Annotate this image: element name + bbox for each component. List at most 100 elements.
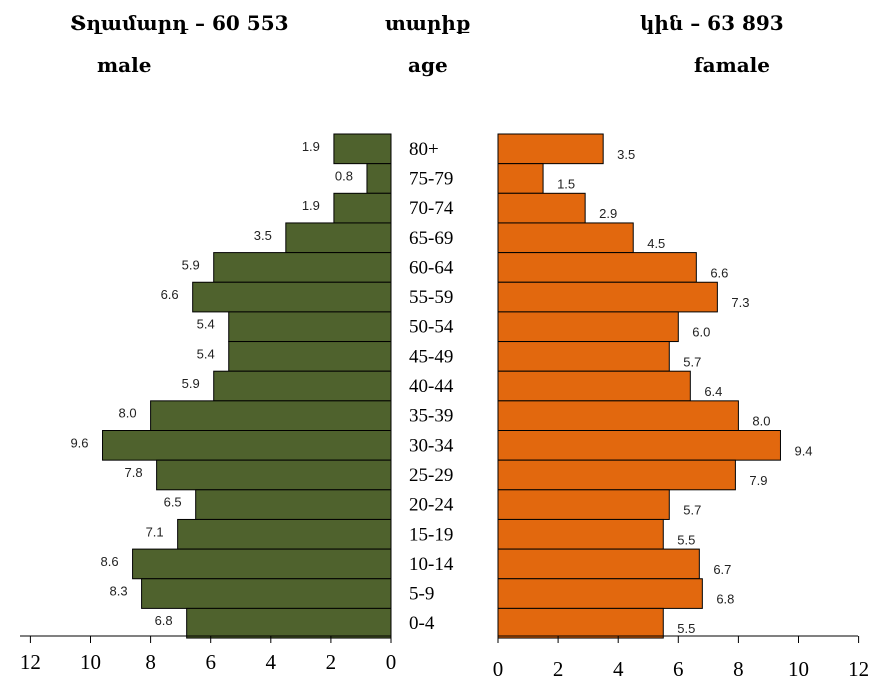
female-value-label: 4.5 [647, 236, 665, 251]
female-tick-label: 0 [493, 657, 504, 681]
male-bar [141, 578, 392, 609]
age-group-label: 45-49 [409, 346, 453, 367]
female-bar [497, 281, 718, 313]
male-bar [366, 163, 392, 194]
female-bar [497, 489, 670, 520]
male-title: Տղամարդ – 60 553 [70, 11, 289, 35]
female-value-label: 1.5 [557, 176, 575, 191]
age-group-label: 35-39 [409, 406, 453, 427]
male-value-label: 7.8 [125, 465, 143, 480]
male-value-label: 5.9 [182, 376, 200, 391]
female-bar [497, 341, 670, 372]
male-value-label: 8.0 [119, 406, 137, 421]
female-bar [497, 311, 679, 343]
female-bar [497, 518, 664, 550]
male-tick-label: 6 [205, 650, 216, 674]
male-bar [213, 252, 392, 283]
female-bar [497, 578, 703, 609]
male-value-label: 1.9 [302, 139, 320, 154]
male-tick-label: 12 [20, 650, 41, 674]
female-value-label: 7.3 [731, 295, 749, 310]
female-bar [497, 400, 739, 432]
male-label: male [97, 53, 151, 77]
female-value-label: 7.9 [749, 473, 767, 488]
female-bar [497, 370, 691, 402]
male-value-label: 6.8 [155, 613, 173, 628]
age-group-label: 30-34 [409, 435, 454, 456]
age-title: տարիք [385, 11, 471, 35]
female-bar [497, 192, 586, 224]
male-tick-label: 0 [386, 650, 397, 674]
male-value-label: 5.4 [197, 317, 215, 332]
female-bar [497, 430, 781, 461]
male-value-label: 9.6 [70, 435, 88, 450]
female-value-label: 3.5 [617, 147, 635, 162]
female-tick-label: 10 [788, 657, 809, 681]
female-bar [497, 607, 664, 639]
male-bar [213, 370, 392, 402]
age-group-label: 80+ [409, 139, 439, 160]
male-tick-label: 8 [145, 650, 156, 674]
male-value-label: 8.3 [110, 584, 128, 599]
female-title: կին – 63 893 [640, 11, 784, 35]
male-tick-label: 10 [80, 650, 101, 674]
male-bar [150, 400, 392, 432]
male-bar [186, 607, 392, 639]
female-tick-label: 4 [613, 657, 624, 681]
male-bar [228, 311, 392, 343]
male-bar [195, 489, 392, 520]
male-tick-label: 4 [266, 650, 277, 674]
female-value-label: 9.4 [794, 443, 812, 458]
female-value-label: 6.7 [713, 562, 731, 577]
female-value-label: 6.6 [710, 265, 728, 280]
male-value-label: 8.6 [100, 554, 118, 569]
female-bar [497, 252, 697, 283]
male-bar [132, 548, 392, 580]
male-value-label: 7.1 [146, 524, 164, 539]
age-label: age [408, 53, 448, 77]
female-value-label: 6.0 [692, 325, 710, 340]
age-group-label: 10-14 [409, 554, 454, 575]
male-bar [333, 192, 392, 224]
female-tick-label: 6 [673, 657, 684, 681]
male-value-label: 0.8 [335, 168, 353, 183]
male-value-label: 5.4 [197, 346, 215, 361]
age-group-label: 40-44 [409, 376, 454, 397]
male-value-label: 5.9 [182, 257, 200, 272]
age-group-label: 5-9 [409, 584, 434, 605]
male-tick-label: 2 [326, 650, 337, 674]
female-value-label: 5.7 [683, 354, 701, 369]
female-tick-label: 12 [848, 657, 869, 681]
age-group-label: 25-29 [409, 465, 453, 486]
male-bar [333, 133, 392, 165]
male-value-label: 6.6 [161, 287, 179, 302]
female-value-label: 5.7 [683, 503, 701, 518]
male-bar [228, 341, 392, 372]
female-bar [497, 133, 604, 165]
female-tick-label: 2 [553, 657, 564, 681]
age-group-label: 55-59 [409, 287, 453, 308]
age-group-label: 75-79 [409, 168, 453, 189]
age-group-label: 15-19 [409, 524, 453, 545]
male-bar [102, 430, 392, 461]
female-value-label: 6.4 [704, 384, 722, 399]
female-value-label: 5.5 [677, 532, 695, 547]
male-bar [285, 222, 392, 254]
female-label: famale [694, 53, 770, 77]
male-bar [177, 518, 392, 550]
age-group-label: 20-24 [409, 495, 454, 516]
male-value-label: 6.5 [164, 495, 182, 510]
age-group-label: 50-54 [409, 317, 454, 338]
female-bar [497, 548, 700, 580]
female-value-label: 5.5 [677, 621, 695, 636]
male-value-label: 3.5 [254, 228, 272, 243]
female-bar [497, 222, 634, 254]
age-group-label: 70-74 [409, 198, 454, 219]
female-bar [497, 163, 544, 194]
female-value-label: 6.8 [716, 592, 734, 607]
male-bar [156, 459, 392, 491]
age-group-label: 0-4 [409, 613, 435, 634]
age-group-label: 65-69 [409, 228, 453, 249]
male-value-label: 1.9 [302, 198, 320, 213]
